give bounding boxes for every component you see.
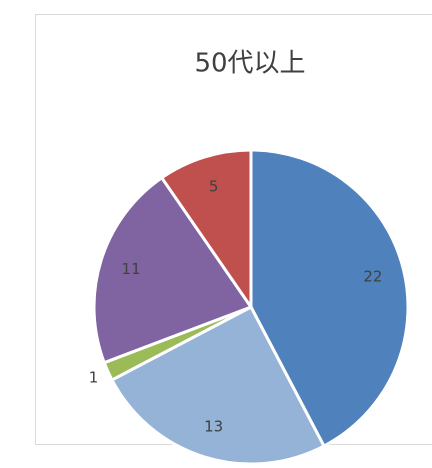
chart-title: 50代以上 bbox=[194, 49, 305, 79]
pie-slice bbox=[92, 176, 253, 365]
data-label: 1 bbox=[89, 368, 99, 386]
data-label: 22 bbox=[363, 267, 382, 285]
pie-slice bbox=[160, 148, 253, 309]
data-label: 11 bbox=[122, 260, 141, 278]
data-label: 13 bbox=[204, 417, 223, 435]
pie-slice bbox=[110, 305, 326, 466]
pie-slice bbox=[249, 148, 410, 448]
data-label: 5 bbox=[209, 178, 219, 196]
